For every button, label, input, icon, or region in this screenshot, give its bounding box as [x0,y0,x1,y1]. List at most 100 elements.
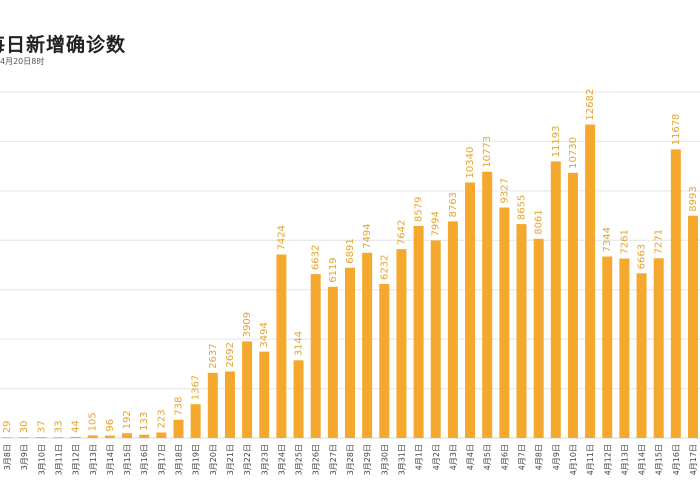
x-tick-label: 3月10日 [37,444,46,475]
x-tick-label: 3月17日 [157,444,166,475]
x-tick-label: 4月12日 [603,444,612,475]
value-label: 738 [174,397,185,416]
bar [379,283,390,438]
bar [447,221,458,438]
value-label: 6632 [311,245,322,270]
value-label: 7494 [362,223,373,248]
x-tick-label: 3月12日 [72,444,81,475]
bar [224,371,235,438]
bar [327,286,338,438]
x-tick-label: 4月14日 [638,444,647,475]
value-label: 8655 [517,195,528,220]
value-label: 3144 [294,331,305,356]
x-tick-label: 4月13日 [620,444,629,475]
x-tick-label: 3月22日 [243,444,252,475]
value-label: 7642 [396,220,407,245]
value-label: 7261 [619,229,630,254]
x-tick-label: 3月21日 [226,444,235,475]
value-label: 10773 [482,136,493,168]
bar [688,215,698,438]
value-label: 6119 [328,257,339,282]
bar [276,254,287,438]
x-tick-label: 3月15日 [123,444,132,475]
x-tick-label: 3月30日 [380,444,389,475]
bar [53,437,64,438]
value-labels: 29 30 37 33 44 105 96 192 133 223 738 1367 2637 2692 3… [2,89,699,434]
value-label: 10730 [568,137,579,169]
x-tick-label: 3月14日 [106,444,115,475]
x-tick-label: 3月20日 [209,444,218,475]
x-tick-label: 3月18日 [175,444,184,475]
bar [602,256,613,438]
x-tick-label: 3月16日 [140,444,149,475]
x-tick-label: 3月24日 [277,444,286,475]
bar [653,258,664,438]
bar [430,240,441,438]
value-label: 7344 [602,227,613,252]
bar [550,161,561,439]
x-tick-label: 4月5日 [483,444,492,470]
bar [670,149,681,438]
value-label: 133 [139,412,150,431]
bar [2,437,12,438]
x-tick-label: 4月15日 [655,444,664,475]
bar [396,249,407,438]
bar [242,341,253,438]
bar [36,437,47,438]
value-label: 6663 [637,244,648,269]
x-tick-label: 3月26日 [312,444,321,475]
x-tick-label: 4月4日 [466,444,475,470]
value-label: 1367 [191,375,202,400]
bar [70,436,81,438]
x-tick-label: 3月13日 [89,444,98,475]
bar [293,360,304,438]
value-label: 11678 [671,114,682,146]
x-tick-label: 3月23日 [260,444,269,475]
value-label: 223 [156,409,167,428]
bar [636,273,647,438]
x-axis-labels: 3月8日 3月9日 3月10日 3月11日 3月12日 3月13日 3月14日 3月15日 3月… [3,444,698,475]
bar [207,372,218,438]
bar [104,435,115,438]
value-label: 12682 [585,89,596,121]
x-tick-label: 4月3日 [449,444,458,470]
bar [585,124,596,438]
value-label: 105 [88,412,99,431]
value-label: 8061 [534,209,545,234]
bar [533,238,544,438]
x-tick-label: 4月2日 [432,444,441,470]
value-label: 9327 [499,178,510,203]
x-tick-label: 3月29日 [363,444,372,475]
x-tick-label: 3月25日 [295,444,304,475]
value-label: 7271 [654,229,665,254]
bar [139,434,150,438]
x-tick-label: 4月10日 [569,444,578,475]
bar [19,437,30,438]
bar [122,433,133,438]
bar [173,419,184,438]
x-tick-label: 3月9日 [20,444,29,470]
value-label: 33 [53,420,64,433]
bar [516,224,527,438]
value-label: 11193 [551,126,562,158]
value-label: 192 [122,410,133,429]
value-label: 29 [2,421,13,434]
x-tick-label: 4月7日 [518,444,527,470]
x-tick-label: 4月16日 [672,444,681,475]
value-label: 37 [36,420,47,433]
value-label: 10340 [465,147,476,179]
bar [619,258,630,438]
value-label: 8763 [448,192,459,217]
chart-subtitle: 4月20日8时 [0,57,45,66]
value-label: 3909 [242,312,253,337]
bar [465,182,476,438]
bar [190,404,201,438]
value-label: 2637 [208,343,219,368]
value-label: 30 [19,421,30,434]
value-label: 6891 [345,238,356,263]
value-label: 7994 [431,211,442,236]
x-tick-label: 3月31日 [397,444,406,475]
value-label: 6232 [379,255,390,280]
value-label: 8579 [414,197,425,222]
